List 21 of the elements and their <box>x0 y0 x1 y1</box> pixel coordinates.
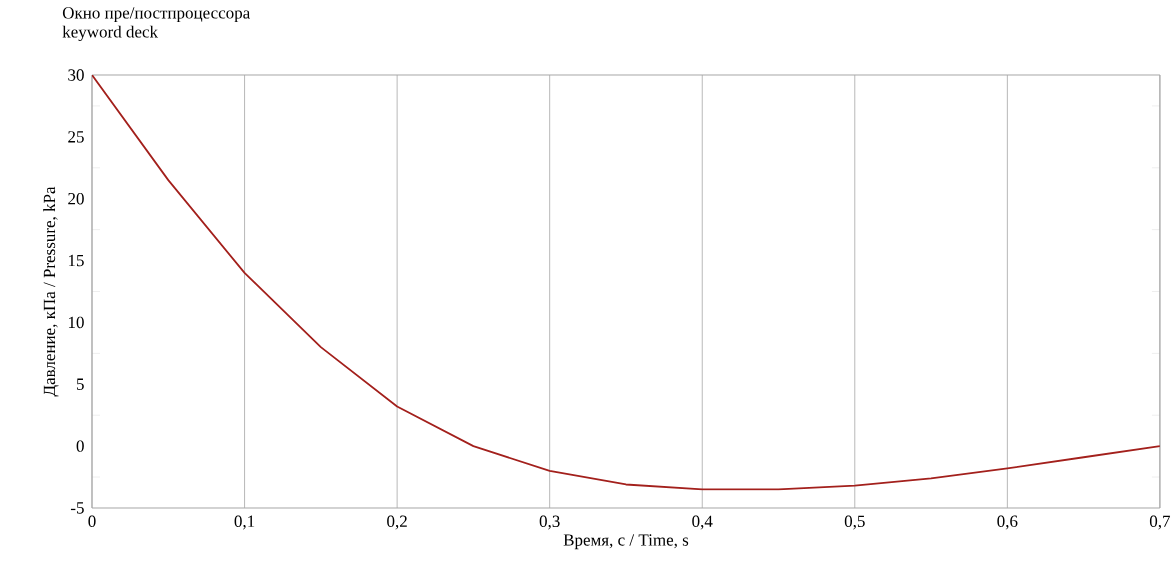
x-axis-title: Время, с / Time, s <box>563 534 689 550</box>
x-tick-label: 0,6 <box>997 515 1018 530</box>
x-tick-label: 0,2 <box>387 515 407 530</box>
x-tick-label: 0 <box>88 515 96 527</box>
y-tick-label: 15 <box>68 254 84 267</box>
y-tick-label: 10 <box>68 316 84 329</box>
y-tick-label: 0 <box>76 440 84 452</box>
y-tick-label: 5 <box>76 378 84 390</box>
y-axis-title: Давление, кПа / Pressure, kPa <box>43 186 59 397</box>
chart-title: Окно пре/постпроцессора <box>62 7 251 23</box>
line-series <box>92 74 1160 491</box>
x-tick-label: 0,4 <box>692 515 713 530</box>
y-tick-label: 20 <box>68 192 84 205</box>
y-tick-label: 25 <box>68 131 84 143</box>
x-tick-label: 0,7 <box>1149 515 1171 530</box>
chart-subtitle: keyword deck <box>62 25 159 42</box>
x-tick-label: 0,3 <box>539 515 560 530</box>
x-tick-label: 0,1 <box>234 515 255 530</box>
x-tick-label: 0,5 <box>844 515 865 530</box>
y-tick-label: -5 <box>70 502 84 514</box>
y-tick-label: 30 <box>68 69 84 81</box>
